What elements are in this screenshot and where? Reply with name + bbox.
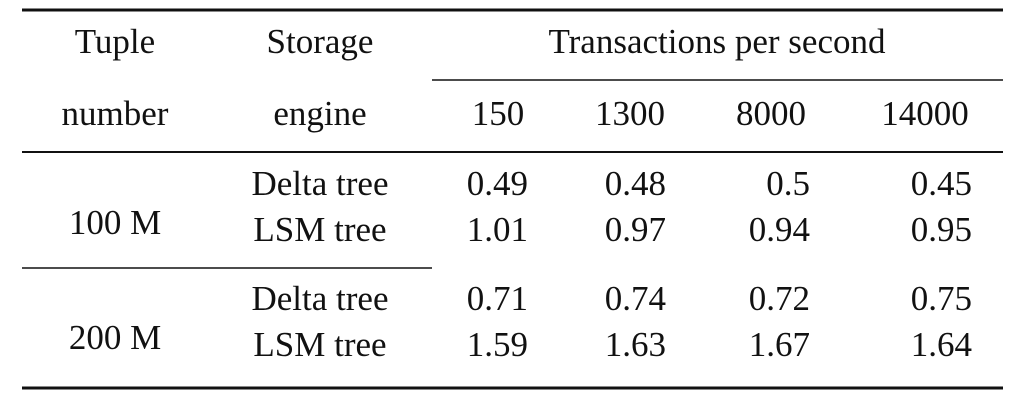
value-cell: 0.72 bbox=[749, 279, 810, 318]
header-cell: number bbox=[62, 94, 169, 133]
engine-cell: Delta tree bbox=[252, 279, 389, 318]
rate-header: 150 bbox=[472, 94, 525, 133]
value-cell: 1.59 bbox=[467, 325, 528, 364]
value-cell: 1.01 bbox=[467, 210, 528, 249]
value-cell: 0.5 bbox=[766, 164, 810, 203]
value-cell: 1.63 bbox=[605, 325, 666, 364]
tuple-count: 100 M bbox=[69, 203, 161, 242]
value-cell: 0.74 bbox=[605, 279, 666, 318]
header-cell: Tuple bbox=[75, 22, 155, 61]
header-cell: engine bbox=[273, 94, 366, 133]
value-cell: 0.75 bbox=[911, 279, 972, 318]
value-cell: 0.71 bbox=[467, 279, 528, 318]
value-cell: 1.67 bbox=[749, 325, 810, 364]
engine-cell: LSM tree bbox=[253, 210, 386, 249]
engine-cell: Delta tree bbox=[252, 164, 389, 203]
value-cell: 0.95 bbox=[911, 210, 972, 249]
header-cell: Storage bbox=[267, 22, 374, 61]
value-cell: 0.97 bbox=[605, 210, 666, 249]
value-cell: 0.94 bbox=[749, 210, 810, 249]
rate-header: 8000 bbox=[736, 94, 806, 133]
value-cell: 0.48 bbox=[605, 164, 666, 203]
group-header: Transactions per second bbox=[549, 22, 886, 61]
value-cell: 0.45 bbox=[911, 164, 972, 203]
engine-cell: LSM tree bbox=[253, 325, 386, 364]
value-cell: 1.64 bbox=[911, 325, 972, 364]
tuple-count: 200 M bbox=[69, 318, 161, 357]
rate-header: 14000 bbox=[881, 94, 969, 133]
value-cell: 0.49 bbox=[467, 164, 528, 203]
rate-header: 1300 bbox=[595, 94, 665, 133]
